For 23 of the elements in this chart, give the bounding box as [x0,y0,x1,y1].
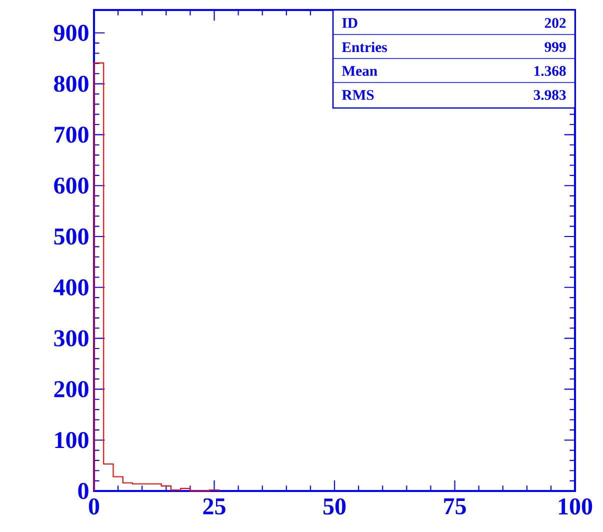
y-tick-label: 300 [54,330,88,346]
y-tick-label: 900 [54,24,88,41]
y-tick-label: 700 [54,126,88,143]
y-tick-label: 100 [55,432,88,448]
y-tick-label: 500 [54,228,88,245]
annotation: 1.368 [534,66,566,76]
annotation: Entries [342,42,387,52]
y-tick-label: 200 [54,381,88,398]
annotation: 3.983 [534,90,566,100]
annotation: Mean [342,66,378,76]
x-tick-label: 0 [88,498,100,515]
y-tick-label: 800 [54,76,88,92]
x-tick-label: 25 [203,498,226,514]
y-tick-label: 600 [54,178,88,194]
annotation: 999 [544,42,566,52]
annotation: RMS [342,90,374,100]
x-tick-label: 100 [558,498,592,515]
x-tick-label: 75 [444,498,466,514]
annotation: ID [342,18,358,28]
annotation: 202 [544,18,566,28]
y-tick-label: 400 [54,279,88,296]
y-tick-label: 0 [78,482,88,500]
x-tick-label: 50 [323,498,346,515]
